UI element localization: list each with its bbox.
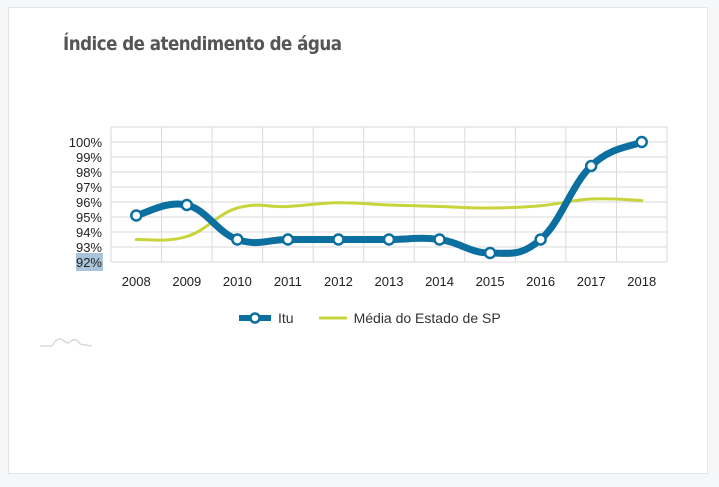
x-tick-label: 2012 bbox=[324, 274, 353, 289]
itu-point[interactable] bbox=[584, 159, 598, 173]
x-tick-label: 2015 bbox=[476, 274, 505, 289]
y-tick-highlight bbox=[76, 253, 103, 271]
x-tick-label: 2016 bbox=[526, 274, 555, 289]
itu-point[interactable] bbox=[382, 233, 396, 246]
y-tick-label: 99% bbox=[76, 150, 102, 165]
legend-item-itu[interactable]: Itu bbox=[238, 310, 294, 326]
itu-legend-icon bbox=[239, 312, 271, 324]
legend-label: Itu bbox=[278, 310, 294, 326]
itu-point[interactable] bbox=[635, 135, 648, 149]
y-tick-label: 98% bbox=[76, 165, 102, 180]
legend: Itu Média do Estado de SP bbox=[238, 310, 525, 326]
y-tick-label: 97% bbox=[76, 180, 102, 195]
itu-point[interactable] bbox=[130, 209, 143, 222]
y-axis-ticks: 100%99%98%97%96%95%94%93%92% bbox=[69, 135, 103, 271]
itu-point[interactable] bbox=[180, 198, 194, 212]
legend-label: Média do Estado de SP bbox=[353, 310, 501, 326]
x-tick-label: 2014 bbox=[425, 274, 454, 289]
x-tick-label: 2018 bbox=[627, 274, 656, 289]
y-tick-label: 100% bbox=[69, 135, 103, 150]
line-chart: 100%99%98%97%96%95%94%93%92% 2008 2009 201… bbox=[69, 126, 668, 289]
y-tick-label: 93% bbox=[76, 240, 102, 255]
itu-point[interactable] bbox=[534, 233, 547, 246]
y-tick-label: 95% bbox=[76, 210, 102, 225]
x-axis-ticks: 2008 2009 2010 2011 2012 2013 2014 2015 2016 2017… bbox=[122, 274, 656, 289]
legend-item-media[interactable]: Média do Estado de SP bbox=[318, 310, 501, 326]
media-line bbox=[134, 197, 644, 242]
itu-point[interactable] bbox=[483, 246, 497, 260]
itu-point[interactable] bbox=[281, 233, 295, 246]
y-tick-label: 96% bbox=[76, 195, 102, 210]
x-tick-label: 2017 bbox=[577, 274, 606, 289]
y-tick-label: 94% bbox=[76, 225, 102, 240]
itu-point[interactable] bbox=[332, 233, 345, 246]
x-tick-label: 2011 bbox=[274, 274, 302, 289]
media-legend-icon bbox=[318, 316, 347, 320]
x-tick-label: 2009 bbox=[172, 274, 201, 289]
chart-title: Índice de atendimento de água bbox=[63, 33, 342, 55]
x-tick-label: 2010 bbox=[223, 274, 252, 289]
series-group bbox=[130, 135, 648, 260]
itu-point[interactable] bbox=[231, 233, 244, 246]
itu-point[interactable] bbox=[433, 233, 446, 246]
x-tick-label: 2008 bbox=[122, 274, 151, 289]
y-tick-label: 92% bbox=[76, 255, 102, 270]
x-tick-label: 2013 bbox=[375, 274, 404, 289]
mountain-logo-icon bbox=[40, 338, 93, 347]
